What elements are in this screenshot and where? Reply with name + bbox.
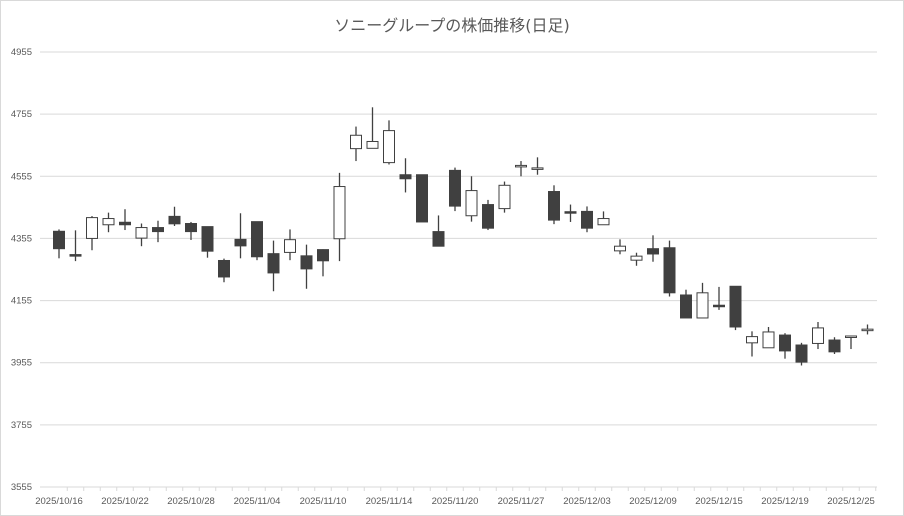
candle-body-up [630,255,643,261]
candle-body-down [680,294,692,319]
candle-body-up [366,140,379,149]
x-tick-label: 2025/10/16 [35,496,83,507]
x-tick-label: 2025/11/20 [432,496,479,507]
y-tick-label: 4355 [11,233,32,244]
candles [53,107,874,366]
y-tick-label: 4555 [11,171,32,182]
candle-body-up [350,134,362,150]
candle-body-down [300,255,313,270]
x-tick-label: 2025/12/15 [695,496,743,507]
candle-body-down [729,285,742,328]
candle-body-down [548,191,560,221]
x-axis: 2025/10/16 2025/10/22 2025/10/28 2025/11/04… [35,487,877,507]
candle-body-down [53,230,65,250]
candle-body-up [284,239,296,253]
candle-body-up [333,186,346,240]
chart-title: ソニーグループの株価推移(日足) [334,16,570,35]
candle-body-down [234,238,247,247]
candle-body-down [267,253,280,274]
candle-body-up [746,336,758,344]
y-tick-label: 3555 [11,482,32,493]
candle-body-up [696,292,709,319]
candle-body-up [597,218,610,226]
x-tick-label: 2025/10/28 [167,496,215,507]
candle-body-down [647,248,659,255]
gridlines [40,51,877,488]
y-axis: 3555 3755 3955 4155 4355 4555 4755 4955 [11,47,32,493]
candle-body-down [449,169,461,207]
candle-body-up [861,328,874,332]
candle-body-down [69,254,82,257]
x-tick-label: 2025/12/03 [563,496,611,507]
candle-body-up [812,327,824,344]
candle-body-up [614,245,626,252]
candle-body-down [168,215,181,225]
candle-body-down [185,223,197,233]
x-tick-label: 2025/11/27 [498,496,545,507]
candle-body-up [135,227,148,239]
candle-body-up [531,167,544,170]
x-tick-label: 2025/12/19 [761,496,809,507]
candle-body-down [416,174,428,223]
candle-body-up [383,130,395,164]
x-tick-label: 2025/11/10 [300,496,347,507]
candle-body-down [482,204,494,229]
candle-body-down [581,210,593,229]
y-tick-label: 4155 [11,296,32,307]
candle-body-down [119,221,131,226]
candle-body-down [432,231,445,247]
x-tick-label: 2025/11/14 [366,496,413,507]
y-tick-label: 3955 [11,358,32,369]
candle-body-down [399,174,412,180]
candle-body-down [201,226,214,252]
y-tick-label: 4755 [11,109,32,120]
x-tick-label: 2025/12/09 [629,496,677,507]
candle-body-down [152,227,164,233]
candle-body-down [251,221,263,258]
candle-body-up [102,218,115,226]
candle-body-up [762,331,775,349]
x-tick-label: 2025/12/25 [827,496,875,507]
x-tick-label: 2025/10/22 [101,496,149,507]
candle-body-down [795,344,808,363]
candle-body-down [779,334,791,352]
candle-body-up [498,184,511,210]
candle-body-up [845,335,857,338]
candle-body-up [465,190,478,217]
y-tick-label: 3755 [11,420,32,431]
candle-body-down [663,247,676,294]
candle-body-down [218,259,230,278]
candle-body-down [564,211,577,214]
x-tick-label: 2025/11/04 [234,496,281,507]
candle-body-down [828,339,841,353]
candle-body-down [713,304,725,308]
candle-body-up [515,164,527,168]
candle-body-down [317,249,329,262]
y-tick-label: 4955 [11,47,32,58]
candle-body-up [86,217,98,239]
